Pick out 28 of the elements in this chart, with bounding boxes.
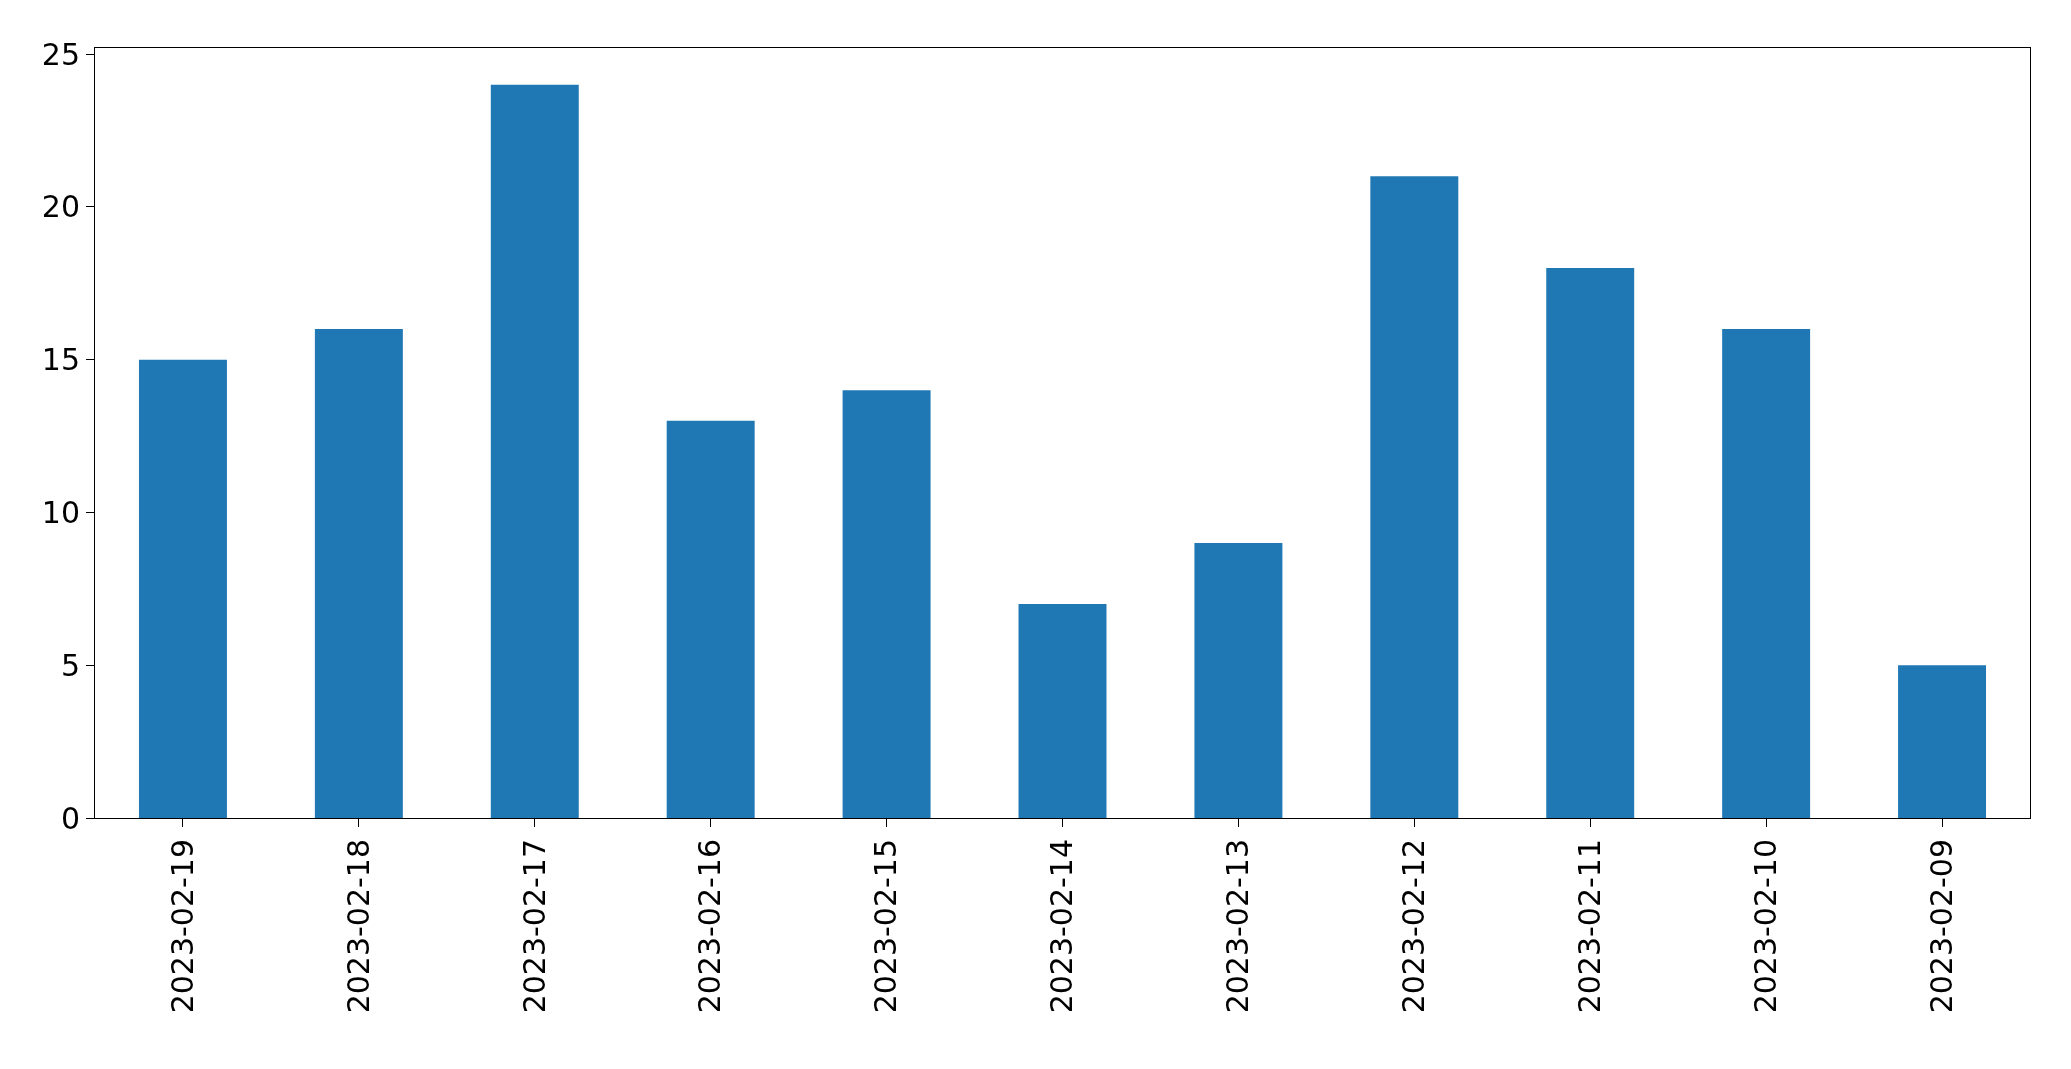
bar — [842, 390, 931, 818]
x-tick-label: 2023-02-16 — [692, 839, 728, 1014]
bar — [1194, 543, 1283, 818]
bar — [1546, 268, 1635, 818]
x-tick-label: 2023-02-15 — [868, 839, 904, 1014]
x-tick-label: 2023-02-13 — [1220, 839, 1256, 1014]
x-tick-label: 2023-02-19 — [164, 839, 200, 1014]
bar — [490, 84, 579, 818]
bar — [1898, 665, 1987, 818]
x-tick-label: 2023-02-12 — [1396, 839, 1432, 1014]
bar — [1018, 604, 1107, 818]
bar — [138, 359, 227, 818]
x-tick-label: 2023-02-09 — [1923, 839, 1959, 1014]
y-tick-label: 15 — [41, 342, 80, 378]
y-tick-label: 10 — [41, 494, 80, 530]
bar — [1722, 329, 1811, 818]
y-tick-label: 0 — [60, 800, 80, 836]
x-tick-label: 2023-02-17 — [516, 839, 552, 1014]
x-tick-label: 2023-02-14 — [1044, 839, 1080, 1014]
y-tick-label: 5 — [60, 647, 80, 683]
bar — [666, 420, 755, 818]
x-tick-label: 2023-02-18 — [340, 839, 376, 1014]
y-tick-label: 25 — [41, 36, 80, 72]
bar — [1370, 176, 1459, 818]
bar — [314, 329, 403, 818]
x-tick-label: 2023-02-10 — [1747, 839, 1783, 1014]
x-tick-label: 2023-02-11 — [1571, 839, 1607, 1014]
y-tick-label: 20 — [41, 189, 80, 225]
